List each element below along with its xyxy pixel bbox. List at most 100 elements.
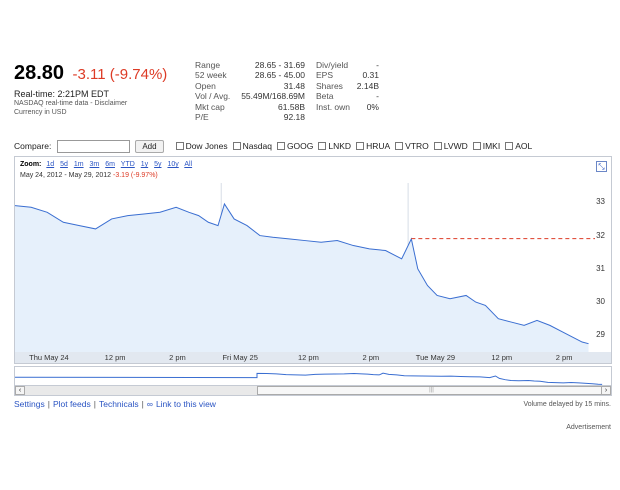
stat-row: Vol / Avg. 55.49M/168.69M bbox=[195, 91, 305, 101]
compare-checkbox-dow-jones[interactable]: Dow Jones bbox=[175, 141, 228, 151]
expand-icon[interactable]: ⤡ bbox=[596, 161, 607, 172]
stat-value: 28.65 - 45.00 bbox=[254, 70, 305, 81]
plot-feeds-link[interactable]: Plot feeds bbox=[52, 399, 91, 409]
date-range-text: May 24, 2012 - May 29, 2012 bbox=[20, 172, 112, 179]
navigator-scrollbar[interactable]: ‹ ||| › bbox=[15, 385, 611, 395]
key-stats-right: Div/yield - EPS 0.31 Shares 2.14B Beta - Ins… bbox=[316, 60, 379, 112]
y-tick-label: 33 bbox=[596, 197, 605, 207]
price-line bbox=[15, 202, 589, 345]
stat-row: Mkt cap 61.58B bbox=[195, 102, 305, 112]
stat-row: Range 28.65 - 31.69 bbox=[195, 60, 305, 70]
link-to-view[interactable]: Link to this view bbox=[155, 399, 216, 409]
checkbox-label: AOL bbox=[515, 141, 533, 151]
separator: | bbox=[93, 399, 96, 409]
checkbox-label: HRUA bbox=[366, 141, 391, 151]
separator: | bbox=[47, 399, 50, 409]
link-icon: ∞ bbox=[146, 399, 153, 409]
stat-label: Div/yield bbox=[316, 60, 349, 70]
chart-plot-area[interactable] bbox=[15, 157, 611, 352]
stat-value: 28.65 - 31.69 bbox=[254, 60, 305, 70]
compare-checkbox-aol[interactable]: AOL bbox=[505, 141, 532, 151]
stat-label: EPS bbox=[316, 70, 334, 81]
date-range: May 24, 2012 - May 29, 2012 -3.19 (-9.97… bbox=[20, 172, 158, 179]
currency-label: Currency in USD bbox=[14, 109, 67, 116]
compare-checkbox-nasdaq[interactable]: Nasdaq bbox=[232, 141, 272, 151]
stat-row: Div/yield - bbox=[316, 60, 379, 70]
zoom-ytd[interactable]: YTD bbox=[120, 161, 135, 168]
compare-input[interactable] bbox=[57, 139, 131, 153]
stat-value: 92.18 bbox=[283, 112, 305, 123]
zoom-5y[interactable]: 5y bbox=[154, 161, 162, 168]
zoom-1y[interactable]: 1y bbox=[140, 161, 149, 168]
navigator-line bbox=[15, 372, 603, 385]
compare-checkbox-imki[interactable]: IMKI bbox=[472, 141, 500, 151]
x-tick-label: 12 pm bbox=[298, 353, 319, 362]
disclaimer-link[interactable]: NASDAQ real-time data - Disclaimer bbox=[14, 100, 128, 107]
checkbox-icon bbox=[472, 142, 481, 150]
stat-value: 0% bbox=[366, 101, 379, 112]
stat-value: 2.14B bbox=[356, 80, 379, 91]
stat-row: Open 31.48 bbox=[195, 81, 305, 91]
zoom-all[interactable]: All bbox=[184, 161, 193, 168]
stat-value: 55.49M/168.69M bbox=[241, 91, 305, 102]
checkbox-label: Nasdaq bbox=[242, 141, 272, 151]
scroll-thumb[interactable]: ||| bbox=[257, 386, 606, 395]
checkbox-icon bbox=[505, 142, 514, 150]
stat-row: EPS 0.31 bbox=[316, 70, 379, 80]
stat-value: - bbox=[376, 60, 379, 70]
stat-label: 52 week bbox=[195, 70, 227, 81]
scroll-left-icon[interactable]: ‹ bbox=[15, 386, 25, 395]
scroll-right-icon[interactable]: › bbox=[601, 386, 611, 395]
stat-value: 61.58B bbox=[278, 101, 305, 112]
compare-checkbox-lnkd[interactable]: LNKD bbox=[318, 141, 351, 151]
stat-label: Range bbox=[195, 60, 221, 70]
add-button[interactable]: Add bbox=[135, 139, 164, 153]
compare-checkbox-hrua[interactable]: HRUA bbox=[356, 141, 390, 151]
advertisement-label: Advertisement bbox=[566, 424, 611, 431]
checkbox-icon bbox=[395, 142, 404, 150]
last-price: 28.80 bbox=[14, 62, 65, 84]
chart-navigator[interactable]: ‹ ||| › bbox=[14, 366, 612, 396]
stat-label: Beta bbox=[316, 91, 334, 102]
stat-label: Vol / Avg. bbox=[195, 91, 231, 102]
date-range-change: -3.19 (-9.97%) bbox=[113, 172, 158, 179]
compare-checkbox-lvwd[interactable]: LVWD bbox=[433, 141, 468, 151]
realtime-timestamp: Real-time: 2:21PM EDT bbox=[14, 89, 110, 99]
technicals-link[interactable]: Technicals bbox=[98, 399, 139, 409]
checkbox-label: VTRO bbox=[405, 141, 429, 151]
checkbox-label: GOOG bbox=[286, 141, 314, 151]
separator: | bbox=[141, 399, 144, 409]
checkbox-icon bbox=[433, 142, 442, 150]
compare-checkbox-goog[interactable]: GOOG bbox=[276, 141, 314, 151]
stat-row: Inst. own 0% bbox=[316, 102, 379, 112]
zoom-1d[interactable]: 1d bbox=[46, 161, 55, 168]
zoom-label: Zoom: bbox=[20, 161, 42, 168]
checkbox-icon bbox=[318, 142, 327, 150]
compare-checkbox-vtro[interactable]: VTRO bbox=[395, 141, 429, 151]
x-tick-label: 2 pm bbox=[169, 353, 186, 362]
zoom-3m[interactable]: 3m bbox=[89, 161, 100, 168]
y-tick-label: 31 bbox=[596, 263, 605, 273]
price-change: -3.11 (-9.74%) bbox=[72, 66, 168, 83]
zoom-5d[interactable]: 5d bbox=[60, 161, 68, 168]
zoom-6m[interactable]: 6m bbox=[105, 161, 115, 168]
stat-row: Beta - bbox=[316, 91, 379, 101]
checkbox-icon bbox=[175, 142, 184, 150]
stat-value: 0.31 bbox=[362, 70, 379, 81]
price-quote: 28.80 -3.11 (-9.74%) bbox=[14, 62, 167, 85]
x-tick-label: Tue May 29 bbox=[415, 353, 456, 362]
zoom-controls: Zoom: 1d 5d 1m 3m 6m YTD 1y 5y 10y All bbox=[20, 161, 196, 168]
volume-note: Volume delayed by 15 mins. bbox=[523, 401, 611, 408]
checkbox-icon bbox=[232, 142, 241, 150]
y-tick-label: 29 bbox=[596, 330, 605, 340]
chart-links: Settings | Plot feeds | Technicals | ∞ Link to … bbox=[14, 399, 216, 409]
y-tick-label: 32 bbox=[596, 230, 605, 240]
x-axis: Thu May 24 12 pm 2 pm Fri May 25 12 pm 2 pm Tu… bbox=[15, 352, 611, 363]
price-chart[interactable]: Zoom: 1d 5d 1m 3m 6m YTD 1y 5y 10y All M… bbox=[14, 156, 612, 364]
zoom-1m[interactable]: 1m bbox=[73, 161, 84, 168]
stat-label: Open bbox=[195, 80, 216, 91]
settings-link[interactable]: Settings bbox=[14, 399, 45, 409]
checkbox-icon bbox=[276, 142, 285, 150]
checkbox-label: LVWD bbox=[443, 141, 468, 151]
zoom-10y[interactable]: 10y bbox=[167, 161, 179, 168]
